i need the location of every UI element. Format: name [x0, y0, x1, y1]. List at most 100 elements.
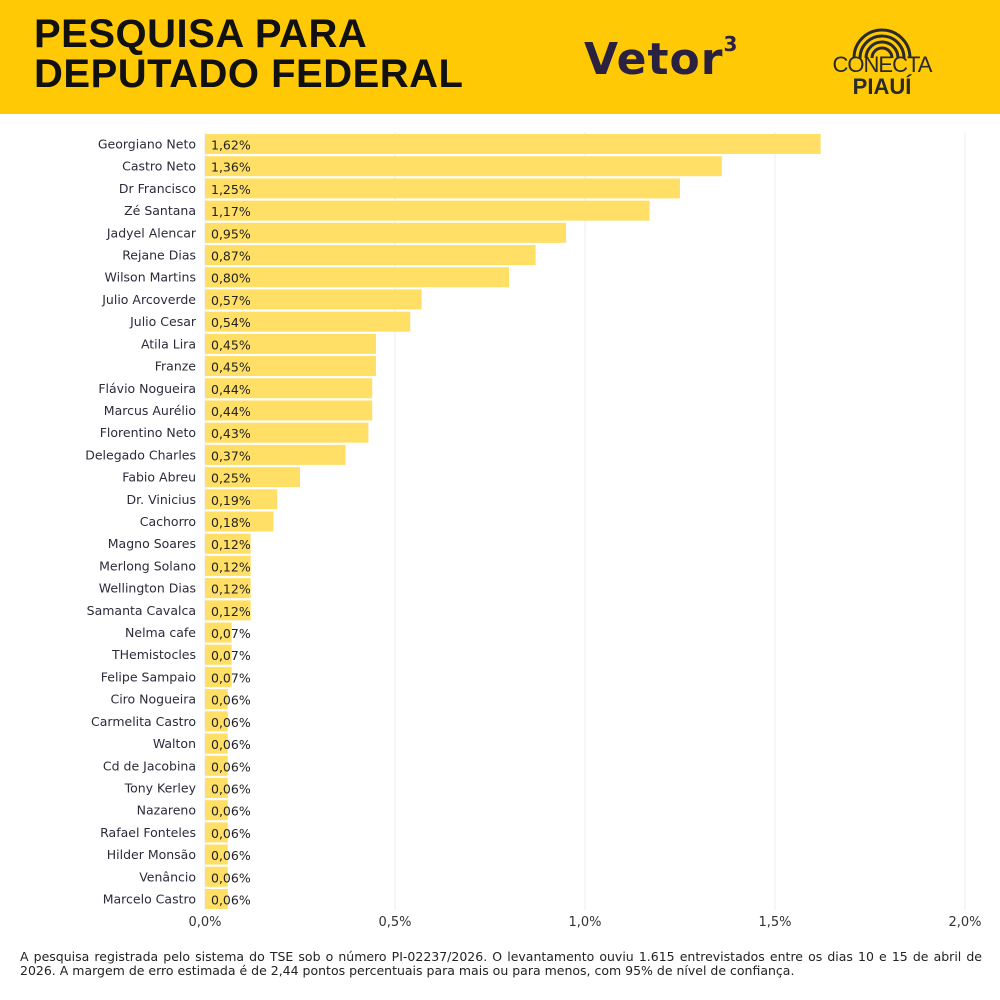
footer-note: A pesquisa registrada pelo sistema do TS…: [20, 949, 982, 978]
bar: [205, 622, 232, 643]
category-label: Dr Francisco: [119, 181, 196, 196]
category-label: Nazareno: [137, 803, 196, 818]
vetor-logo: Vetor3: [584, 32, 738, 85]
bar: [205, 689, 228, 710]
data-label: 0,12%: [211, 582, 251, 597]
category-label: Florentino Neto: [100, 425, 196, 440]
bar: [205, 600, 251, 621]
bar: [205, 755, 228, 776]
category-label: Castro Neto: [122, 159, 196, 174]
data-label: 0,80%: [211, 271, 251, 286]
bar: [205, 178, 680, 199]
data-label: 1,62%: [211, 138, 251, 153]
bar: [205, 400, 373, 421]
category-label: Wilson Martins: [105, 270, 196, 285]
data-label: 0,06%: [211, 893, 251, 908]
bar: [205, 444, 346, 465]
category-label: Carmelita Castro: [91, 714, 196, 729]
conecta-piaui-logo: CONECTA PIAUÍ: [820, 18, 944, 102]
bar: [205, 511, 274, 532]
category-label: Cd de Jacobina: [103, 758, 196, 773]
data-label: 0,06%: [211, 715, 251, 730]
data-label: 0,44%: [211, 382, 251, 397]
x-tick-label: 1,5%: [758, 915, 791, 930]
category-label: Fabio Abreu: [122, 470, 196, 485]
category-label: Samanta Cavalca: [87, 603, 196, 618]
category-label: Rafael Fonteles: [100, 825, 196, 840]
data-label: 0,95%: [211, 226, 251, 241]
category-label: Franze: [155, 359, 197, 374]
category-label: Felipe Sampaio: [101, 669, 196, 684]
category-label: Hilder Monsão: [107, 847, 196, 862]
category-label: Marcelo Castro: [103, 892, 196, 907]
data-label: 0,43%: [211, 426, 251, 441]
bar: [205, 245, 536, 266]
data-label: 1,36%: [211, 160, 251, 175]
category-label: Rejane Dias: [122, 248, 196, 263]
category-label: Marcus Aurélio: [104, 403, 196, 418]
category-label: Tony Kerley: [124, 780, 197, 795]
bar: [205, 777, 228, 798]
bar: [205, 311, 411, 332]
data-label: 0,06%: [211, 804, 251, 819]
data-label: 0,54%: [211, 315, 251, 330]
data-label: 1,25%: [211, 182, 251, 197]
data-label: 0,45%: [211, 337, 251, 352]
category-label: Venâncio: [139, 869, 196, 884]
category-label: Julio Arcoverde: [101, 292, 196, 307]
bar: [205, 822, 228, 843]
category-label: Ciro Nogueira: [110, 692, 196, 707]
category-label: Atila Lira: [141, 336, 196, 351]
data-label: 0,07%: [211, 626, 251, 641]
category-label: Georgiano Neto: [98, 137, 196, 152]
data-label: 0,06%: [211, 826, 251, 841]
bar: [205, 378, 373, 399]
category-label: Flávio Nogueira: [98, 381, 196, 396]
bar: [205, 489, 278, 510]
data-label: 0,45%: [211, 360, 251, 375]
bar: [205, 889, 228, 909]
bar: [205, 356, 376, 377]
bar: [205, 333, 376, 354]
category-label: Julio Cesar: [129, 314, 197, 329]
data-label: 0,18%: [211, 515, 251, 530]
bar: [205, 800, 228, 821]
data-label: 0,44%: [211, 404, 251, 419]
title-line-2: DEPUTADO FEDERAL: [34, 52, 464, 96]
category-label: Delegado Charles: [85, 447, 196, 462]
data-label: 0,06%: [211, 693, 251, 708]
bar: [205, 422, 369, 443]
data-label: 1,17%: [211, 204, 251, 219]
data-label: 0,12%: [211, 604, 251, 619]
x-tick-label: 2,0%: [948, 915, 981, 930]
data-label: 0,06%: [211, 759, 251, 774]
bar: [205, 134, 821, 154]
x-tick-label: 0,5%: [378, 915, 411, 930]
bar: [205, 533, 251, 554]
bar: [205, 467, 300, 488]
bar: [205, 156, 722, 177]
bar: [205, 222, 566, 243]
x-tick-label: 0,0%: [188, 915, 221, 930]
bar: [205, 844, 228, 865]
x-tick-label: 1,0%: [568, 915, 601, 930]
data-label: 0,06%: [211, 781, 251, 796]
data-label: 0,07%: [211, 670, 251, 685]
category-label: Merlong Solano: [99, 558, 196, 573]
data-label: 0,87%: [211, 249, 251, 264]
category-label: Walton: [153, 736, 196, 751]
category-label: Jadyel Alencar: [106, 225, 197, 240]
data-label: 0,19%: [211, 493, 251, 508]
arc-logo-icon: [852, 28, 912, 58]
data-label: 0,06%: [211, 848, 251, 863]
bar: [205, 578, 251, 599]
bar: [205, 200, 650, 221]
bar-chart: 0,0% 0,5% 1,0% 1,5% 2,0% Georgiano Neto 1,62% C…: [85, 132, 982, 930]
bar: [205, 666, 232, 687]
category-label: Cachorro: [140, 514, 196, 529]
category-label: Wellington Dias: [99, 581, 196, 596]
category-label: Nelma cafe: [125, 625, 196, 640]
title-line-1: PESQUISA PARA: [34, 12, 368, 56]
bar: [205, 711, 228, 732]
category-label: Zé Santana: [124, 203, 196, 218]
